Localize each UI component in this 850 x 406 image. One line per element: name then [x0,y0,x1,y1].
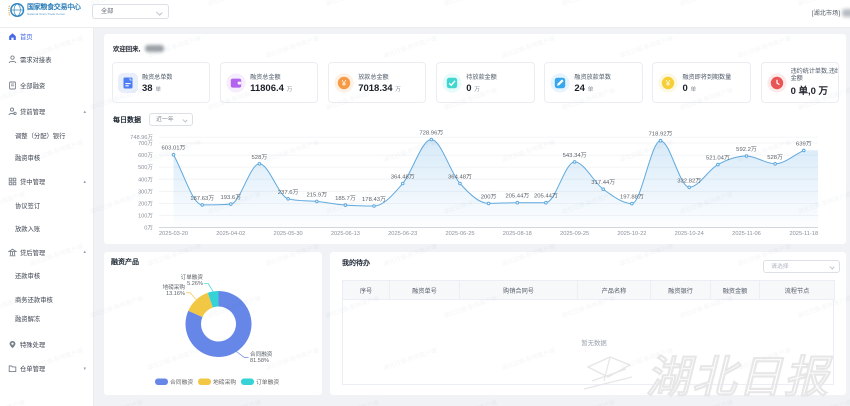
svg-text:¥: ¥ [341,79,347,88]
svg-text:2025-10-24: 2025-10-24 [675,231,704,237]
svg-text:364.48万: 364.48万 [391,174,415,181]
svg-text:193.6万: 193.6万 [220,194,241,201]
svg-text:603.01万: 603.01万 [162,145,186,152]
svg-text:528万: 528万 [252,154,268,161]
svg-text:200万: 200万 [481,193,497,200]
svg-text:地磅采购: 地磅采购 [163,283,186,291]
svg-text:500万: 500万 [138,164,153,171]
svg-text:400万: 400万 [138,176,153,183]
svg-text:200万: 200万 [138,201,153,208]
svg-text:¥: ¥ [665,79,671,88]
svg-text:2025-11-06: 2025-11-06 [732,231,761,237]
svg-text:81.58%: 81.58% [250,358,269,364]
svg-text:100万: 100万 [138,213,153,220]
svg-text:2025-11-18: 2025-11-18 [789,231,818,237]
svg-text:197.88万: 197.88万 [620,194,644,201]
svg-text:2025-05-30: 2025-05-30 [274,231,303,237]
svg-text:2025-06-25: 2025-06-25 [445,231,474,237]
svg-text:237.6万: 237.6万 [278,189,299,196]
svg-text:2025-06-23: 2025-06-23 [388,231,417,237]
svg-text:600万: 600万 [138,152,153,159]
svg-text:205.44万: 205.44万 [505,193,529,200]
svg-text:185.7万: 185.7万 [335,195,356,202]
svg-text:2025-09-25: 2025-09-25 [560,231,589,237]
svg-text:728.96万: 728.96万 [419,130,443,137]
svg-text:13.16%: 13.16% [166,291,185,297]
svg-text:178.43万: 178.43万 [362,196,386,203]
svg-text:2025-03-20: 2025-03-20 [159,231,188,237]
svg-text:521.04万: 521.04万 [706,155,730,162]
svg-text:718.92万: 718.92万 [649,131,673,138]
svg-text:364.48万: 364.48万 [448,174,472,181]
svg-text:543.34万: 543.34万 [563,152,587,159]
svg-text:合同融资: 合同融资 [250,350,273,358]
svg-text:300万: 300万 [138,188,153,195]
svg-text:528万: 528万 [767,154,783,161]
svg-text:592.2万: 592.2万 [736,146,757,153]
svg-text:215.9万: 215.9万 [306,191,327,198]
svg-text:合同融资: 合同融资 [170,378,193,386]
svg-text:332.82万: 332.82万 [677,177,701,184]
svg-text:5.26%: 5.26% [187,281,203,287]
svg-text:订单融资: 订单融资 [256,378,279,386]
svg-text:0万: 0万 [144,225,153,232]
svg-text:317.44万: 317.44万 [591,179,615,186]
svg-text:2025-06-13: 2025-06-13 [331,231,360,237]
svg-text:2025-08-18: 2025-08-18 [503,231,532,237]
svg-text:748.96万: 748.96万 [130,134,153,141]
svg-text:2025-10-22: 2025-10-22 [617,231,646,237]
svg-text:187.63万: 187.63万 [190,195,214,202]
svg-text:订单融资: 订单融资 [181,273,204,281]
svg-text:700万: 700万 [138,140,153,147]
svg-text:地磅采购: 地磅采购 [213,378,236,386]
svg-text:2025-04-02: 2025-04-02 [216,231,245,237]
svg-text:205.44万: 205.44万 [534,193,558,200]
svg-text:639万: 639万 [796,140,812,147]
